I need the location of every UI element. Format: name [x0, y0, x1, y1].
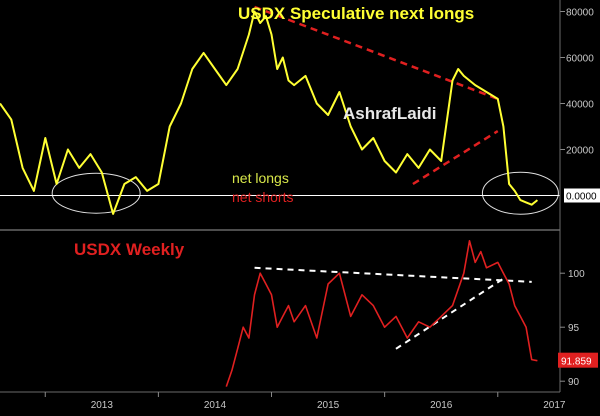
positioning-ytick-label-1: 60000	[566, 54, 594, 65]
usdx-badge-box	[558, 352, 598, 368]
positioning-y-axis: 80000 60000 40000 20000	[560, 8, 594, 157]
ellipse-2017	[481, 171, 559, 215]
xtick-label-1: 2014	[204, 400, 227, 411]
net-longs-annotation: net longs	[232, 170, 289, 186]
positioning-panel: USDX Speculative next longs AshrafLaidi …	[0, 4, 600, 215]
xtick-label-0: 2013	[91, 400, 114, 411]
net-shorts-annotation: net shorts	[232, 189, 293, 205]
usdx-series-line	[225, 240, 538, 387]
usdx-y-axis: 100 95 90	[560, 269, 585, 388]
usdx-weekly-panel: USDX Weekly 100 95 90 91.859	[74, 240, 598, 388]
positioning-trendline-1	[412, 130, 499, 186]
usdx-ytick-label-1: 95	[568, 323, 580, 334]
usdx-last-value: 91.859	[561, 357, 592, 368]
positioning-last-value-badge: 0.0000	[564, 188, 600, 203]
highlight-ellipses	[51, 171, 559, 215]
positioning-badge-box	[564, 188, 600, 203]
xtick-label-3: 2016	[430, 400, 453, 411]
xtick-label-2: 2015	[317, 400, 340, 411]
positioning-series-line	[0, 10, 539, 215]
positioning-ytick-label-0: 80000	[566, 8, 594, 19]
positioning-trendline-0	[254, 5, 499, 101]
usdx-trendlines	[254, 266, 532, 350]
xtick-label-4: 2017	[543, 400, 566, 411]
usdx-ytick-label-2: 90	[568, 377, 580, 388]
ellipse-2013	[51, 172, 141, 214]
usdx-last-value-badge: 91.859	[558, 352, 598, 368]
usdx-trendline-0	[254, 266, 532, 283]
positioning-title: USDX Speculative next longs	[238, 4, 474, 23]
positioning-ytick-label-2: 40000	[566, 100, 594, 111]
usdx-ytick-label-0: 100	[568, 269, 585, 280]
x-axis: 2013 2014 2015 2016 2017	[0, 391, 566, 411]
usdx-weekly-title: USDX Weekly	[74, 240, 185, 259]
watermark: AshrafLaidi	[343, 104, 437, 123]
positioning-ytick-label-3: 20000	[566, 146, 594, 157]
positioning-trendlines	[254, 5, 499, 186]
positioning-last-value: 0.0000	[566, 192, 597, 203]
